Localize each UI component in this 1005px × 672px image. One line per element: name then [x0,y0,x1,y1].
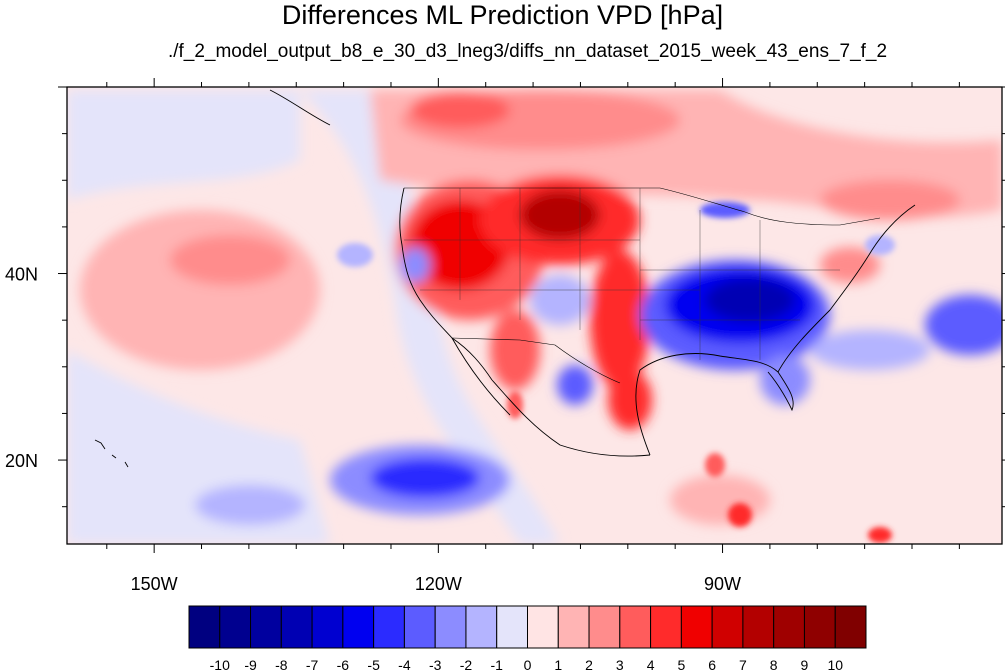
canada-border [404,187,881,226]
colorbar-swatch [588,605,621,649]
map-frame [66,86,1003,545]
colorbar-tick-label: 4 [647,657,655,672]
lon-tick-label: 120W [415,574,462,594]
colorbar-tick-label: 2 [585,657,593,672]
colorbar-labels: -10 -9 -8 -7 -6 -5 -4 -3 -2 -1 0 1 2 3 4 5 6 7 8 9 10 [210,657,844,672]
colorbar-swatch [373,605,405,649]
gulf-coast [635,353,794,456]
colorbar-swatch [219,605,252,649]
colorbar-swatch [342,605,375,649]
colorbar-tick-label: 3 [616,657,624,672]
colorbar-tick-label: -2 [460,657,473,672]
colorbar-swatch [434,605,467,649]
colorbar-tick-label: -10 [210,657,230,672]
us-west-coast [399,187,493,381]
colorbar-swatch [250,605,282,649]
colorbar-swatch [527,605,559,649]
colorbar-tick-label: 7 [739,657,747,672]
map-title: Differences ML Prediction VPD [hPa] [281,0,724,30]
colorbar-swatch [803,605,836,649]
colorbar-swatch [773,605,805,649]
hawaii [94,439,129,468]
axis-tick-labels: 150W 120W 90W 40N 20N [5,265,741,594]
colorbar-swatch [403,605,436,649]
positive-region-pacific [80,210,320,370]
map-panel [67,87,1002,544]
baja-california [451,337,511,416]
colorbar-swatch [496,605,528,649]
colorbar-tick-label: 1 [554,657,562,672]
colorbar-swatch [188,605,221,649]
colorbar-swatch [680,605,713,649]
colorbar [188,605,867,649]
lat-tick-label: 40N [5,265,38,285]
colorbar-swatch [834,605,867,649]
lon-tick-label: 150W [131,574,178,594]
us-east-coast [777,204,916,373]
colorbar-swatch [465,605,498,649]
colorbar-tick-label: 8 [770,657,778,672]
colorbar-tick-label: -9 [244,657,257,672]
mexico-west-coast [491,379,651,457]
colorbar-swatch [650,605,682,649]
colorbar-tick-label: 6 [708,657,716,672]
colorbar-swatch [711,605,744,649]
colorbar-tick-label: -5 [367,657,380,672]
colorbar-tick-label: -8 [275,657,288,672]
colorbar-tick-label: 0 [524,657,532,672]
colorbar-tick-label: -3 [429,657,442,672]
map-subtitle: ./f_2_model_output_b8_e_30_d3_lneg3/diff… [167,41,888,62]
negative-region-atlantic [925,295,1002,355]
colorbar-swatch [742,605,775,649]
lon-tick-label: 90W [704,574,741,594]
colorbar-swatch [557,605,590,649]
negative-region-north-west [67,90,300,200]
colorbar-tick-label: 5 [677,657,685,672]
mexico-border [451,337,621,384]
colorbar-tick-label: 10 [827,657,843,672]
negative-region-pacific-band [300,90,560,544]
axis-ticks [58,78,1005,553]
colorbar-tick-label: -1 [491,657,504,672]
colorbar-swatch [311,605,344,649]
coastlines [94,89,916,468]
lat-tick-label: 20N [5,451,38,471]
colorbar-tick-label: -6 [337,657,350,672]
alaska-coast [269,89,331,126]
colorbar-tick-label: -7 [306,657,319,672]
colorbar-swatch [280,605,313,649]
colorbar-tick-label: -4 [398,657,411,672]
colorbar-tick-label: 9 [801,657,809,672]
state-borders [404,188,840,360]
colorbar-swatch [619,605,652,649]
